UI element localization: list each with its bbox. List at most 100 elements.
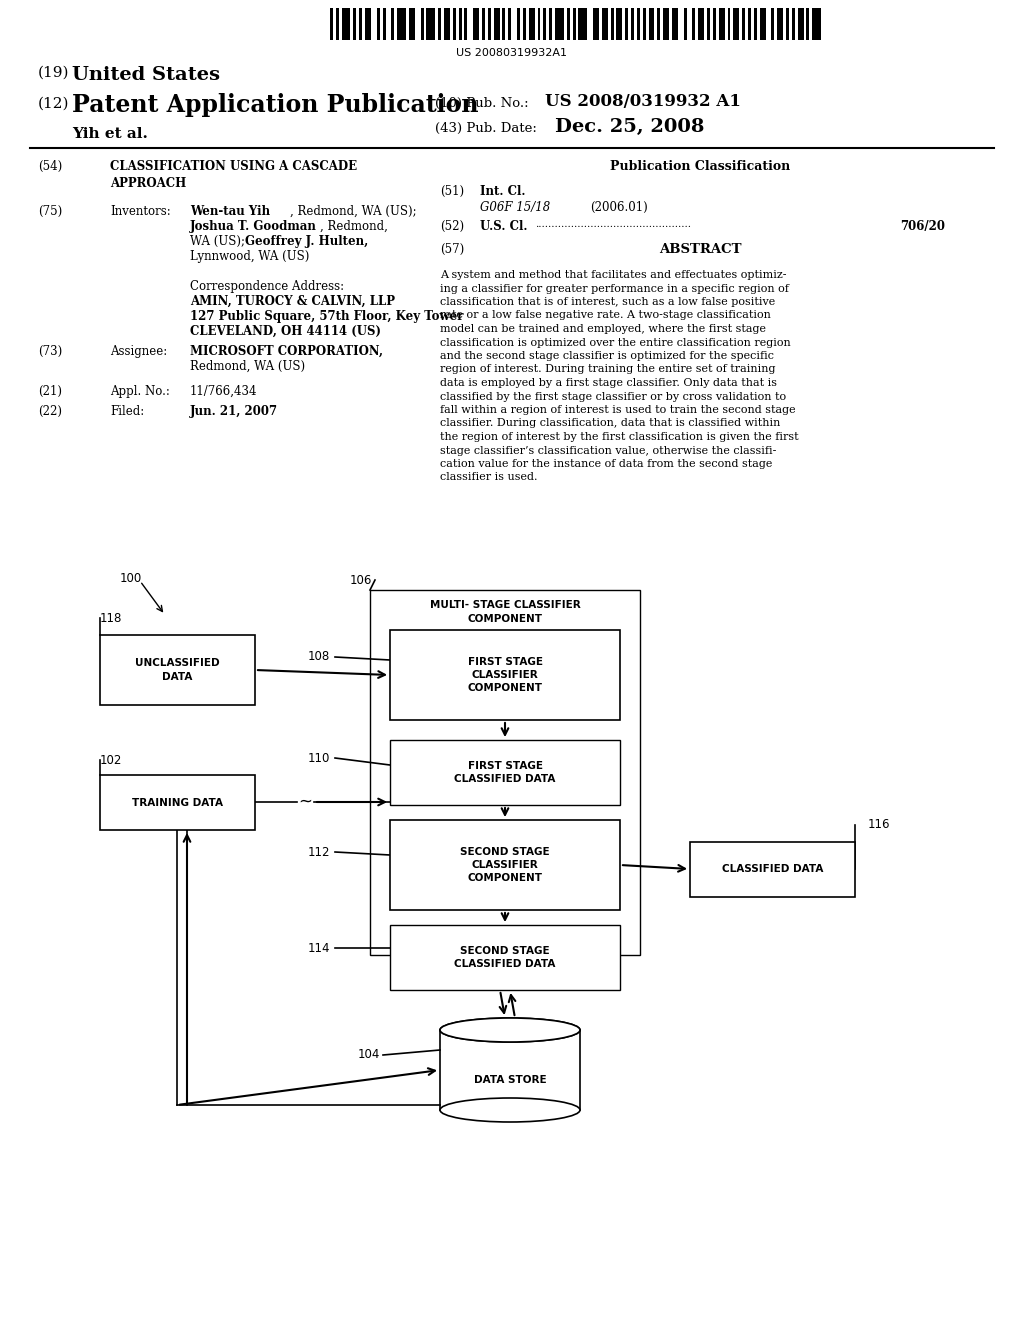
Text: (57): (57) [440, 243, 464, 256]
Text: cation value for the instance of data from the second stage: cation value for the instance of data fr… [440, 459, 772, 469]
Bar [792, 8, 795, 40]
Bar [390, 630, 620, 719]
Bar [610, 8, 613, 40]
Text: FIRST STAGE
CLASSIFIER
COMPONENT: FIRST STAGE CLASSIFIER COMPONENT [468, 657, 543, 693]
Bar [366, 8, 371, 40]
Bar [370, 590, 640, 954]
Bar [528, 8, 535, 40]
Bar [643, 8, 646, 40]
Text: Jun. 21, 2007: Jun. 21, 2007 [190, 405, 279, 418]
Text: 104: 104 [358, 1048, 380, 1061]
Bar [517, 8, 520, 40]
Bar [503, 8, 506, 40]
Text: Publication Classification: Publication Classification [610, 160, 791, 173]
Text: United States: United States [72, 66, 220, 84]
Bar [742, 8, 745, 40]
Text: CLASSIFIED DATA: CLASSIFIED DATA [722, 865, 823, 874]
Text: (75): (75) [38, 205, 62, 218]
Text: (52): (52) [440, 220, 464, 234]
Text: (73): (73) [38, 345, 62, 358]
Bar [100, 775, 255, 830]
Text: 116: 116 [868, 818, 891, 832]
Text: (10) Pub. No.:: (10) Pub. No.: [435, 96, 528, 110]
Bar [807, 8, 809, 40]
Text: UNCLASSIFIED
DATA: UNCLASSIFIED DATA [135, 659, 220, 681]
Text: classifier is used.: classifier is used. [440, 473, 538, 483]
Bar [459, 8, 462, 40]
Bar [438, 8, 441, 40]
Text: Lynnwood, WA (US): Lynnwood, WA (US) [190, 249, 309, 263]
Ellipse shape [440, 1018, 580, 1041]
Text: CLEVELAND, OH 44114 (US): CLEVELAND, OH 44114 (US) [190, 325, 381, 338]
Bar [631, 8, 634, 40]
Text: Yih et al.: Yih et al. [72, 127, 147, 141]
Text: US 20080319932A1: US 20080319932A1 [457, 48, 567, 58]
Text: Assignee:: Assignee: [110, 345, 167, 358]
Bar [336, 8, 339, 40]
Bar [771, 8, 774, 40]
Text: 106: 106 [350, 573, 373, 586]
Text: Inventors:: Inventors: [110, 205, 171, 218]
Text: DATA STORE: DATA STORE [474, 1074, 547, 1085]
Text: stage classifier’s classification value, otherwise the classifi-: stage classifier’s classification value,… [440, 446, 776, 455]
Bar [733, 8, 739, 40]
Text: rate or a low false negative rate. A two-stage classification: rate or a low false negative rate. A two… [440, 310, 771, 321]
Bar [719, 8, 725, 40]
Text: Int. Cl.: Int. Cl. [480, 185, 525, 198]
Text: ABSTRACT: ABSTRACT [658, 243, 741, 256]
Text: G06F 15/18: G06F 15/18 [480, 201, 550, 214]
Text: classifier. During classification, data that is classified within: classifier. During classification, data … [440, 418, 780, 429]
Bar [421, 8, 424, 40]
Text: 127 Public Square, 57th Floor, Key Tower: 127 Public Square, 57th Floor, Key Tower [190, 310, 464, 323]
Bar [692, 8, 695, 40]
Bar [444, 8, 450, 40]
Bar [453, 8, 456, 40]
Text: Patent Application Publication: Patent Application Publication [72, 92, 478, 117]
Text: Geoffrey J. Hulten,: Geoffrey J. Hulten, [245, 235, 369, 248]
Bar [798, 8, 804, 40]
Bar [637, 8, 640, 40]
Text: model can be trained and employed, where the first stage: model can be trained and employed, where… [440, 323, 766, 334]
Bar [508, 8, 511, 40]
Text: Dec. 25, 2008: Dec. 25, 2008 [555, 117, 705, 136]
Bar [391, 8, 394, 40]
Text: CLASSIFICATION USING A CASCADE
APPROACH: CLASSIFICATION USING A CASCADE APPROACH [110, 160, 357, 190]
Text: classification that is of interest, such as a low false positive: classification that is of interest, such… [440, 297, 775, 308]
Bar [487, 8, 490, 40]
Text: Appl. No.:: Appl. No.: [110, 385, 170, 399]
Text: 102: 102 [100, 754, 123, 767]
Text: 118: 118 [100, 611, 123, 624]
Text: (22): (22) [38, 405, 62, 418]
Text: 11/766,434: 11/766,434 [190, 385, 257, 399]
Text: MICROSOFT CORPORATION,: MICROSOFT CORPORATION, [190, 345, 383, 358]
Bar [648, 8, 654, 40]
Text: region of interest. During training the entire set of training: region of interest. During training the … [440, 364, 775, 375]
Text: (51): (51) [440, 185, 464, 198]
Bar [465, 8, 467, 40]
Text: fall within a region of interest is used to train the second stage: fall within a region of interest is used… [440, 405, 796, 414]
Bar [538, 8, 541, 40]
Bar [748, 8, 751, 40]
Text: Redmond, WA (US): Redmond, WA (US) [190, 360, 305, 374]
Bar [657, 8, 660, 40]
Ellipse shape [440, 1018, 580, 1041]
Text: classification is optimized over the entire classification region: classification is optimized over the ent… [440, 338, 791, 347]
Bar [390, 925, 620, 990]
Bar [626, 8, 628, 40]
Text: and the second stage classifier is optimized for the specific: and the second stage classifier is optim… [440, 351, 774, 360]
Text: (12): (12) [38, 96, 70, 111]
Text: , Redmond, WA (US);: , Redmond, WA (US); [290, 205, 417, 218]
Text: Correspondence Address:: Correspondence Address: [190, 280, 344, 293]
Bar [426, 8, 435, 40]
Bar [494, 8, 500, 40]
Text: Joshua T. Goodman: Joshua T. Goodman [190, 220, 316, 234]
Bar [786, 8, 788, 40]
Bar [330, 8, 333, 40]
Text: 110: 110 [308, 751, 331, 764]
Bar [690, 842, 855, 898]
Bar [777, 8, 783, 40]
Text: A system and method that facilitates and effectuates optimiz-: A system and method that facilitates and… [440, 271, 786, 280]
Text: AMIN, TUROCY & CALVIN, LLP: AMIN, TUROCY & CALVIN, LLP [190, 294, 395, 308]
Text: U.S. Cl.: U.S. Cl. [480, 220, 527, 234]
Text: Filed:: Filed: [110, 405, 144, 418]
